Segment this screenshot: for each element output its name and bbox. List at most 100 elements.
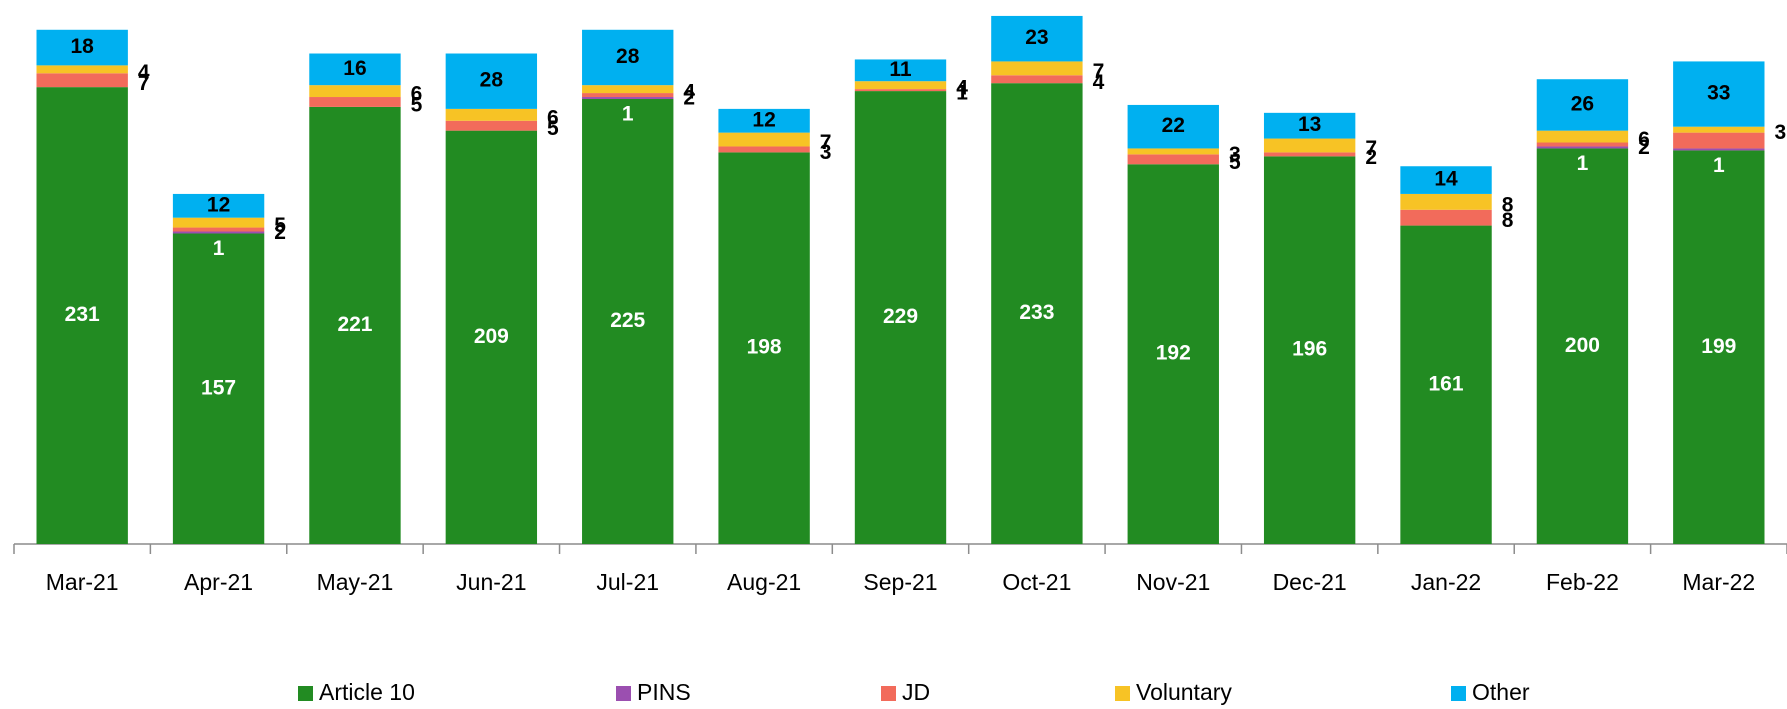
legend-label: Other [1472,679,1530,705]
data-label: 1 [213,237,225,260]
bar-segment [445,120,538,131]
legend-swatch [1115,686,1130,701]
data-label: 13 [1298,113,1321,136]
bar-segment [854,91,947,544]
bar-segment [445,53,538,109]
bar-segment [309,53,401,86]
bar-segment [582,99,674,544]
legend-label: Article 10 [319,679,415,705]
data-label: 209 [474,325,509,348]
bar-segment [1127,164,1219,544]
data-label: 233 [1019,301,1054,324]
data-label: 3 [1774,121,1786,144]
bar-segment [1263,138,1356,153]
data-label: 229 [883,305,918,328]
bar-segment [1127,104,1219,149]
data-label: 5 [547,117,559,140]
data-label: 28 [480,69,504,92]
data-label: 3 [1229,143,1241,166]
data-label: 4 [1093,71,1105,94]
x-tick-label: Mar-22 [1682,569,1755,595]
data-label: 4 [683,81,695,104]
data-label: 2 [1638,136,1650,159]
bar-segment [854,89,947,92]
data-label: 2 [274,221,286,244]
data-label: 4 [956,77,968,100]
bar-segment [991,15,1083,62]
data-label: 8 [1502,193,1514,216]
bar-segment [1400,193,1492,210]
x-tick-label: Jul-21 [596,569,659,595]
bar-segment [36,73,128,88]
x-tick-label: Oct-21 [1002,569,1071,595]
data-label: 18 [71,35,95,58]
bar-segment [718,108,810,133]
bar-segment [1673,132,1765,149]
data-label: 221 [337,313,372,336]
data-label: 7 [138,72,150,95]
data-label: 16 [343,57,366,80]
data-label: 5 [274,214,286,237]
data-label: 2 [683,87,695,110]
data-label: 199 [1701,335,1736,358]
bar-segment [991,83,1083,544]
x-tick-label: Sep-21 [863,569,937,595]
data-label: 225 [610,309,645,332]
bar-segment [36,29,128,66]
bar-segment [854,81,947,90]
data-label: 1 [1713,154,1725,177]
data-label: 2 [1365,146,1377,169]
x-tick-label: Jun-21 [456,569,526,595]
bar-segment [991,75,1083,84]
data-label: 7 [820,131,832,154]
data-label: 198 [747,336,782,359]
bar-segment [172,233,265,544]
bar-segment [172,231,265,234]
bar-segment [1263,112,1356,139]
bar-segment [36,87,128,544]
data-label: 200 [1565,334,1600,357]
data-label: 5 [1229,151,1241,174]
bar-segment [36,65,128,74]
bar-segment [1263,152,1356,157]
data-label: 26 [1571,92,1594,115]
bar-segment [582,97,674,99]
data-label: 192 [1156,342,1191,365]
legend-swatch [1451,686,1466,701]
x-tick-label: Nov-21 [1136,569,1210,595]
bar-segment [718,132,810,147]
legend-label: Voluntary [1136,679,1232,705]
bar-segment [172,217,265,228]
data-label: 23 [1025,26,1048,49]
bar-segment [1673,150,1765,544]
data-label: 11 [889,58,912,81]
x-tick-label: Jan-22 [1411,569,1481,595]
data-label: 6 [411,83,423,106]
legend-swatch [881,686,896,701]
bar-segment [309,106,401,545]
data-label: 33 [1707,82,1730,105]
bar-segment [991,61,1083,76]
bar-segment [582,85,674,94]
bar-segment [718,146,810,153]
bar-segment [1673,61,1765,127]
data-label: 6 [547,106,559,129]
legend-label: PINS [637,679,691,705]
bar-segment [582,29,674,86]
bar-segment [718,152,810,544]
bar-segment [1127,154,1219,165]
x-tick-label: Feb-22 [1546,569,1619,595]
data-label: 12 [207,193,230,216]
bar-segment [309,85,401,98]
bar-segment [172,227,265,232]
x-tick-label: Aug-21 [727,569,801,595]
x-tick-label: Mar-21 [46,569,119,595]
bar-segment [172,193,265,218]
data-label: 3 [820,141,832,164]
data-label: 1 [956,82,968,105]
bar-segment [445,108,538,121]
data-label: 28 [616,45,640,68]
data-label: 7 [1093,60,1105,83]
bar-segment [445,130,538,544]
